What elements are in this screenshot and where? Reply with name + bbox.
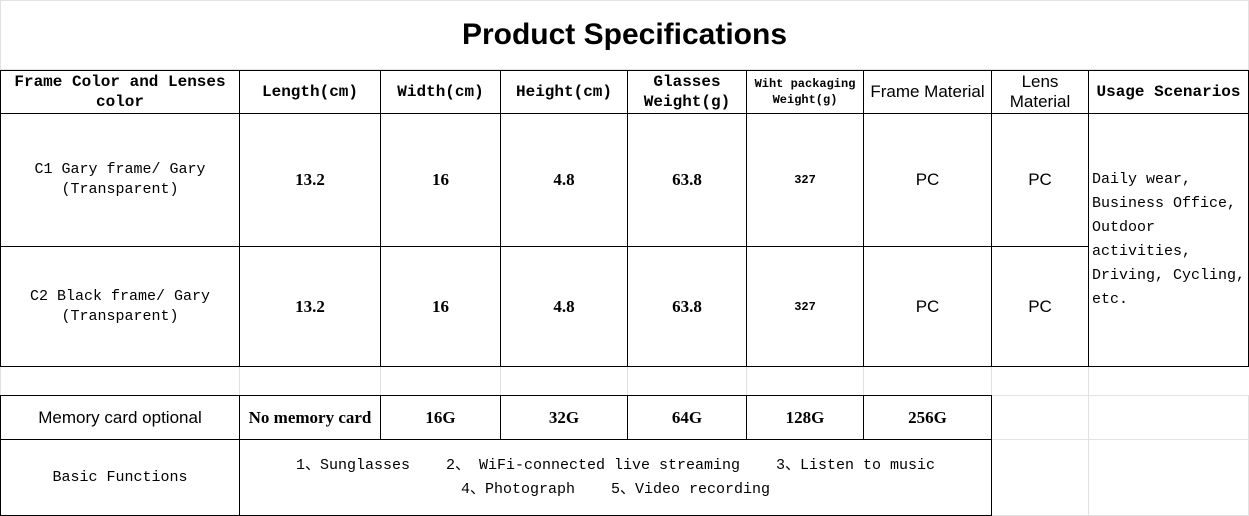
function-item: 2、 WiFi-connected live streaming (445, 456, 741, 474)
empty-cell (991, 366, 1089, 396)
table-cell: 327 (746, 246, 864, 367)
table-cell: 4.8 (500, 246, 628, 367)
usage-cell: Daily wear, Business Office, Outdoor act… (1088, 113, 1249, 367)
empty-cell (500, 366, 628, 396)
header-cell: Wiht packaging Weight(g) (746, 70, 864, 114)
memory-option: 64G (627, 395, 747, 440)
function-item: 5、Video recording (611, 480, 771, 498)
memory-option: 128G (746, 395, 864, 440)
function-item: 3、Listen to music (776, 456, 936, 474)
table-cell: PC (991, 113, 1089, 247)
empty-cell (991, 395, 1089, 440)
table-cell: 63.8 (627, 113, 747, 247)
title: Product Specifications (0, 0, 1249, 70)
empty-cell (1088, 439, 1249, 516)
table-cell: 13.2 (239, 246, 381, 367)
function-item: 4、Photograph (460, 480, 575, 498)
table-cell: 16 (380, 113, 501, 247)
memory-option: 32G (500, 395, 628, 440)
header-cell: Lens Material (991, 70, 1089, 114)
header-cell: Frame Color and Lenses color (0, 70, 240, 114)
table-cell: PC (991, 246, 1089, 367)
empty-cell (863, 366, 992, 396)
table-cell: C2 Black frame/ Gary (Transparent) (0, 246, 240, 367)
table-cell: PC (863, 246, 992, 367)
table-cell: 13.2 (239, 113, 381, 247)
table-cell: C1 Gary frame/ Gary (Transparent) (0, 113, 240, 247)
functions-label: Basic Functions (0, 439, 240, 516)
functions-cell: 1、Sunglasses 2、 WiFi-connected live strea… (239, 439, 992, 516)
empty-cell (1088, 395, 1249, 440)
memory-option: No memory card (239, 395, 381, 440)
table-cell: PC (863, 113, 992, 247)
header-cell: Frame Material (863, 70, 992, 114)
memory-label: Memory card optional (0, 395, 240, 440)
table-cell: 4.8 (500, 113, 628, 247)
functions-line: 4、Photograph 5、Video recording (443, 478, 788, 502)
empty-cell (380, 366, 501, 396)
empty-cell (0, 366, 240, 396)
empty-cell (627, 366, 747, 396)
header-cell: Height(cm) (500, 70, 628, 114)
header-cell: Length(cm) (239, 70, 381, 114)
functions-line: 1、Sunglasses 2、 WiFi-connected live strea… (278, 454, 953, 478)
function-item: 1、Sunglasses (295, 456, 410, 474)
empty-cell (239, 366, 381, 396)
empty-cell (991, 439, 1089, 516)
header-cell: Width(cm) (380, 70, 501, 114)
table-cell: 16 (380, 246, 501, 367)
table-cell: 327 (746, 113, 864, 247)
header-cell: Usage Scenarios (1088, 70, 1249, 114)
empty-cell (1088, 366, 1249, 396)
header-cell: Glasses Weight(g) (627, 70, 747, 114)
empty-cell (746, 366, 864, 396)
table-cell: 63.8 (627, 246, 747, 367)
memory-option: 16G (380, 395, 501, 440)
memory-option: 256G (863, 395, 992, 440)
